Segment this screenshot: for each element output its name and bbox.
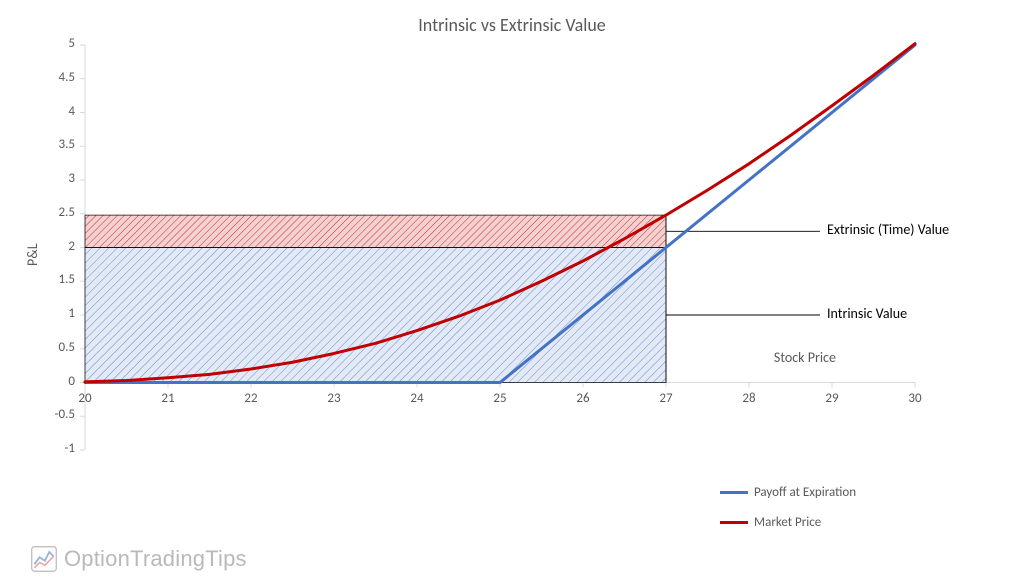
legend-market: Market Price — [720, 515, 821, 530]
y-tick: 2.5 — [59, 205, 75, 220]
annotation-intrinsic: Intrinsic Value — [827, 305, 907, 322]
watermark-text: OptionTradingTips — [64, 546, 247, 572]
legend-payoff-label: Payoff at Expiration — [754, 485, 856, 500]
legend-payoff-swatch — [720, 491, 748, 494]
x-tick: 28 — [734, 391, 764, 406]
y-tick: 0.5 — [59, 340, 75, 355]
chart-plot — [0, 0, 1024, 587]
y-tick: 4 — [68, 104, 75, 119]
y-tick: 3 — [68, 171, 75, 186]
x-tick: 30 — [900, 391, 930, 406]
annotation-extrinsic: Extrinsic (Time) Value — [827, 221, 949, 238]
y-tick: 1.5 — [59, 272, 75, 287]
watermark: OptionTradingTips — [30, 545, 247, 573]
y-tick: 2 — [68, 239, 75, 254]
x-tick: 24 — [402, 391, 432, 406]
x-tick: 29 — [817, 391, 847, 406]
y-tick: -1 — [64, 441, 75, 456]
legend-market-swatch — [720, 521, 748, 524]
x-tick: 22 — [236, 391, 266, 406]
x-tick: 26 — [568, 391, 598, 406]
y-tick: 4.5 — [59, 70, 75, 85]
x-tick: 25 — [485, 391, 515, 406]
y-tick: 3.5 — [59, 137, 75, 152]
x-tick: 21 — [153, 391, 183, 406]
watermark-chart-icon — [30, 545, 58, 573]
legend-payoff: Payoff at Expiration — [720, 485, 856, 500]
x-tick: 27 — [651, 391, 681, 406]
legend-market-label: Market Price — [754, 515, 821, 530]
x-tick: 23 — [319, 391, 349, 406]
y-tick: 5 — [68, 36, 75, 51]
x-tick: 20 — [70, 391, 100, 406]
y-tick: -0.5 — [55, 407, 75, 422]
y-tick: 0 — [68, 374, 75, 389]
y-tick: 1 — [68, 306, 75, 321]
